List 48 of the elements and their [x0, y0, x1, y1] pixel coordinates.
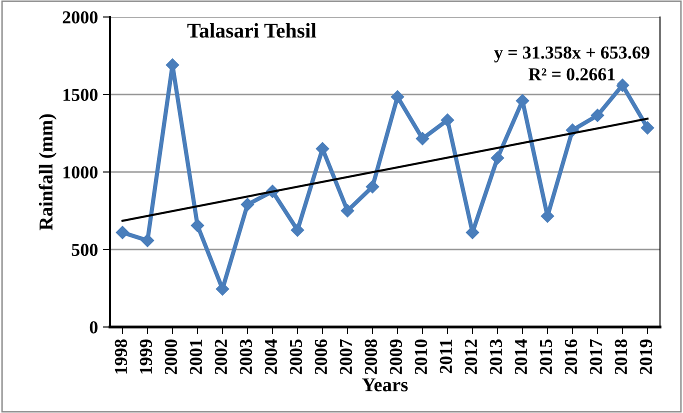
- y-axis-title: Rainfall (mm): [38, 114, 57, 230]
- point: [290, 224, 304, 237]
- x-tick-label: 2016: [564, 339, 578, 374]
- x-tick-label: 1998: [114, 339, 128, 374]
- y-tick-label: 500: [72, 244, 98, 256]
- x-tick-label: 2003: [240, 339, 252, 374]
- point: [216, 282, 230, 296]
- x-tick-label: 2009: [390, 339, 402, 374]
- x-axis-title: Years: [362, 378, 408, 392]
- x-tick-label: 1999: [140, 339, 152, 374]
- x-tick-label: 2012: [464, 340, 478, 374]
- x-tick-label: 2008: [364, 339, 378, 374]
- x-tick-label: 2006: [314, 339, 328, 374]
- point: [340, 204, 354, 218]
- point: [640, 121, 654, 134]
- x-tick-label: 2013: [490, 339, 502, 374]
- x-tick-label: 2014: [514, 339, 528, 374]
- point: [616, 78, 630, 92]
- x-tick-label: 2000: [164, 339, 178, 374]
- x-tick-label: 2015: [540, 339, 552, 374]
- chart-title: Talasari Tehsil: [187, 23, 316, 38]
- point: [140, 234, 154, 248]
- y-tick-label: 1500: [64, 88, 98, 101]
- y-tick-label: 1000: [64, 166, 98, 178]
- point: [240, 198, 254, 212]
- x-tick-label: 2004: [264, 339, 278, 374]
- x-tick-label: 2005: [290, 339, 302, 374]
- x-tick-label: 2018: [614, 339, 628, 374]
- x-tick-label: 2017: [590, 339, 602, 374]
- point: [490, 151, 504, 165]
- point: [316, 142, 330, 156]
- annotation: R² = 0.2661: [528, 68, 615, 80]
- x-tick-label: 2019: [640, 339, 652, 374]
- point: [416, 132, 430, 146]
- point: [190, 218, 204, 232]
- y-tick-label: 0: [90, 321, 98, 334]
- x-tick-label: 2007: [340, 339, 352, 374]
- x-tick-label: 2001: [190, 340, 202, 374]
- y-tick-label: 2000: [62, 11, 98, 24]
- point: [116, 226, 130, 240]
- annotation: y = 31.358x + 653.69: [494, 46, 650, 62]
- point: [440, 113, 454, 127]
- point: [590, 108, 604, 122]
- x-tick-label: 2010: [414, 339, 428, 374]
- point: [390, 90, 404, 104]
- x-tick-label: 2002: [214, 340, 228, 374]
- x-tick-label: 2011: [440, 340, 452, 374]
- point: [366, 180, 380, 194]
